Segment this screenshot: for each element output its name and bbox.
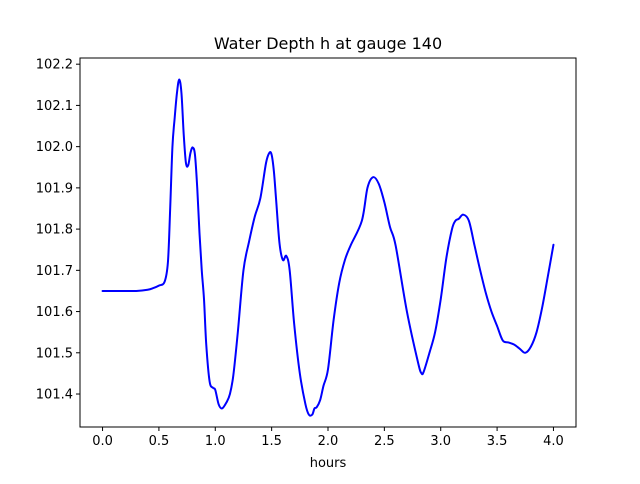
y-tick-label: 101.9 — [36, 181, 73, 196]
x-tick-label: 2.5 — [374, 434, 395, 449]
y-tick-label: 101.7 — [36, 264, 73, 279]
x-axis-label: hours — [310, 456, 347, 471]
y-tick-label: 101.5 — [36, 346, 73, 361]
x-tick-label: 0.5 — [149, 434, 170, 449]
x-tick-label: 1.5 — [261, 434, 282, 449]
series-layer — [101, 78, 555, 417]
y-tick-label: 102.2 — [36, 58, 73, 73]
x-tick-label: 3.5 — [487, 434, 508, 449]
x-tick-label: 4.0 — [543, 434, 564, 449]
x-tick-label: 2.0 — [318, 434, 339, 449]
y-axis: 101.4 101.5 101.6 101.7 101.8 101.9 102.0 102.1… — [36, 58, 80, 403]
x-tick-label: 3.0 — [430, 434, 451, 449]
chart-title: Water Depth h at gauge 140 — [214, 34, 442, 53]
y-tick-label: 102.1 — [36, 99, 73, 114]
x-tick-label: 0.0 — [92, 434, 113, 449]
x-tick-label: 1.0 — [205, 434, 226, 449]
y-tick-label: 102.0 — [36, 140, 73, 155]
y-tick-label: 101.4 — [36, 388, 73, 403]
x-axis: 0.0 0.5 1.0 1.5 2.0 2.5 3.0 3.5 4.0 — [92, 427, 564, 449]
y-tick-label: 101.6 — [36, 305, 73, 320]
series-line — [101, 78, 555, 417]
y-tick-label: 101.8 — [36, 223, 73, 238]
